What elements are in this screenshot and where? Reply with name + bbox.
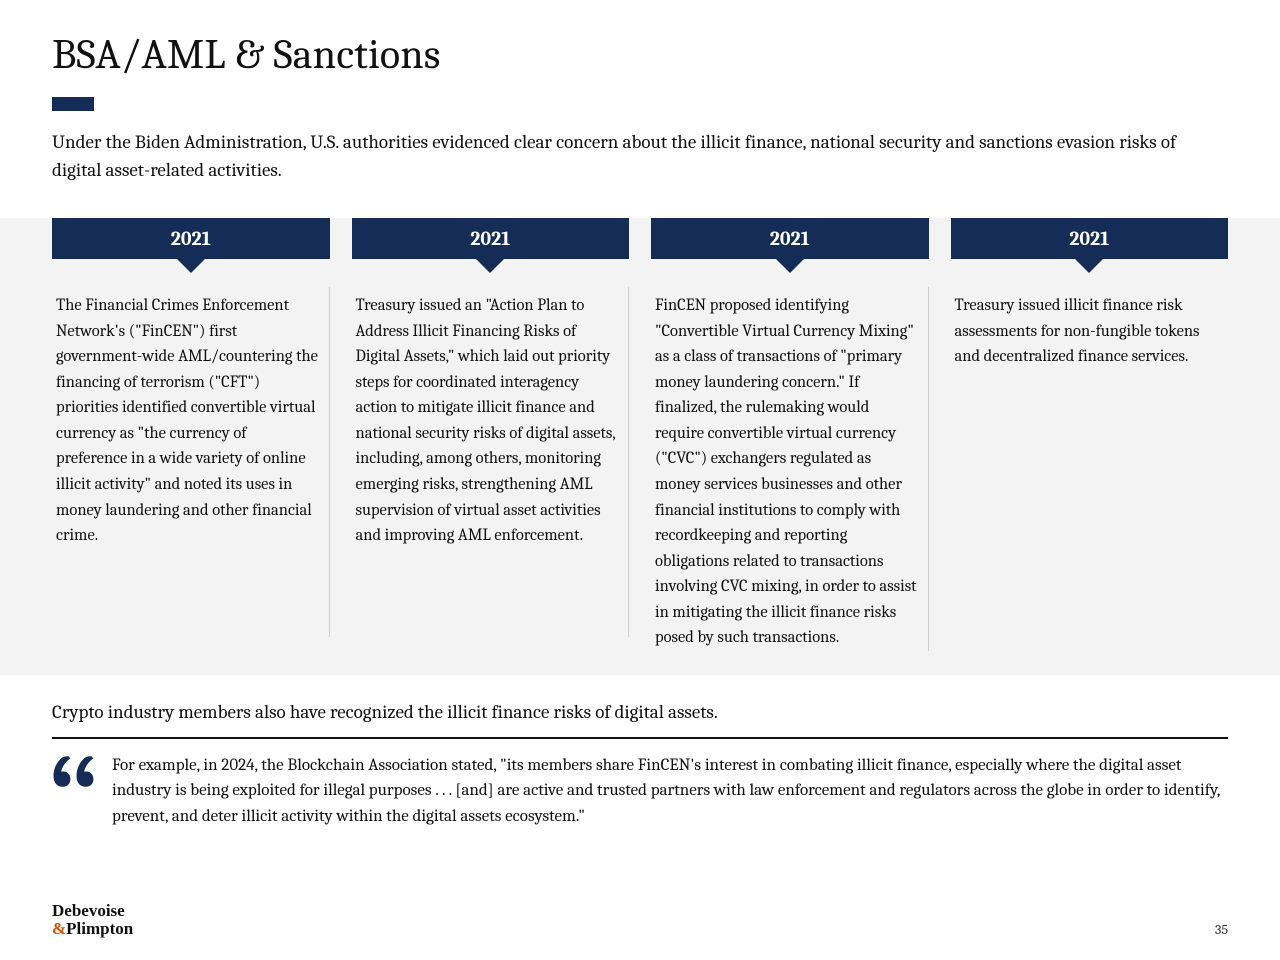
footer: Debevoise &Plimpton 35	[52, 902, 1228, 938]
timeline-col: 2021 Treasury issued illicit finance ris…	[951, 218, 1229, 651]
accent-bar	[52, 97, 94, 111]
quote-text: For example, in 2024, the Blockchain Ass…	[112, 753, 1228, 830]
timeline: 2021 The Financial Crimes Enforcement Ne…	[0, 218, 1280, 651]
timeline-band: 2021 The Financial Crimes Enforcement Ne…	[0, 218, 1280, 675]
timeline-body: Treasury issued illicit finance risk ass…	[951, 287, 1229, 637]
logo-name2: Plimpton	[66, 919, 133, 938]
timeline-col: 2021 FinCEN proposed identifying "Conver…	[651, 218, 929, 651]
year-tab: 2021	[651, 218, 929, 259]
timeline-col: 2021 The Financial Crimes Enforcement Ne…	[52, 218, 330, 651]
subheading: Crypto industry members also have recogn…	[52, 699, 1228, 727]
quote-icon	[52, 753, 98, 793]
year-tab: 2021	[951, 218, 1229, 259]
logo-line1: Debevoise	[52, 902, 133, 920]
timeline-col: 2021 Treasury issued an "Action Plan to …	[352, 218, 630, 651]
intro-paragraph: Under the Biden Administration, U.S. aut…	[52, 129, 1222, 184]
page-number: 35	[1215, 921, 1228, 938]
logo-amp: &	[52, 919, 66, 938]
slide: BSA/AML & Sanctions Under the Biden Admi…	[0, 0, 1280, 960]
logo-line2: &Plimpton	[52, 920, 133, 938]
timeline-body: FinCEN proposed identifying "Convertible…	[651, 287, 929, 651]
year-tab: 2021	[352, 218, 630, 259]
horizontal-rule	[52, 737, 1228, 739]
year-tab: 2021	[52, 218, 330, 259]
logo: Debevoise &Plimpton	[52, 902, 133, 938]
timeline-body: The Financial Crimes Enforcement Network…	[52, 287, 330, 637]
page-title: BSA/AML & Sanctions	[52, 30, 1228, 79]
quote-block: For example, in 2024, the Blockchain Ass…	[52, 753, 1228, 830]
timeline-body: Treasury issued an "Action Plan to Addre…	[352, 287, 630, 637]
